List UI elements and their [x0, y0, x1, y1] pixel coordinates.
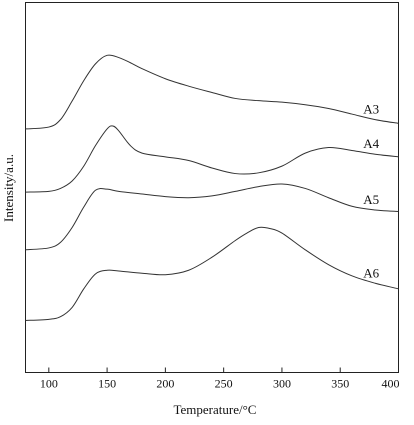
series-line-a6 [25, 226, 399, 321]
x-tick-label: 150 [98, 377, 116, 391]
series-line-a5 [25, 183, 399, 251]
x-tick-label: 400 [382, 377, 400, 391]
x-axis-ticks: 100 150 200 250 300 350 400 [40, 367, 400, 391]
y-axis-label: Intensity/a.u. [1, 154, 16, 222]
x-tick-label: 100 [40, 377, 58, 391]
x-tick-label: 200 [156, 377, 174, 391]
series-line-a4 [25, 125, 399, 193]
plot-frame [25, 2, 399, 373]
series-label-a5: A5 [363, 192, 379, 207]
x-tick-label: 250 [215, 377, 233, 391]
x-tick-label: 350 [331, 377, 349, 391]
x-tick-label: 300 [273, 377, 291, 391]
x-axis-label: Temperature/°C [174, 402, 257, 417]
series-label-a3: A3 [363, 102, 379, 117]
series-labels: A3 A4 A5 A6 [363, 102, 379, 281]
series-label-a4: A4 [363, 136, 379, 151]
series-curves [25, 54, 399, 321]
series-line-a3 [25, 54, 399, 130]
series-label-a6: A6 [363, 265, 379, 280]
